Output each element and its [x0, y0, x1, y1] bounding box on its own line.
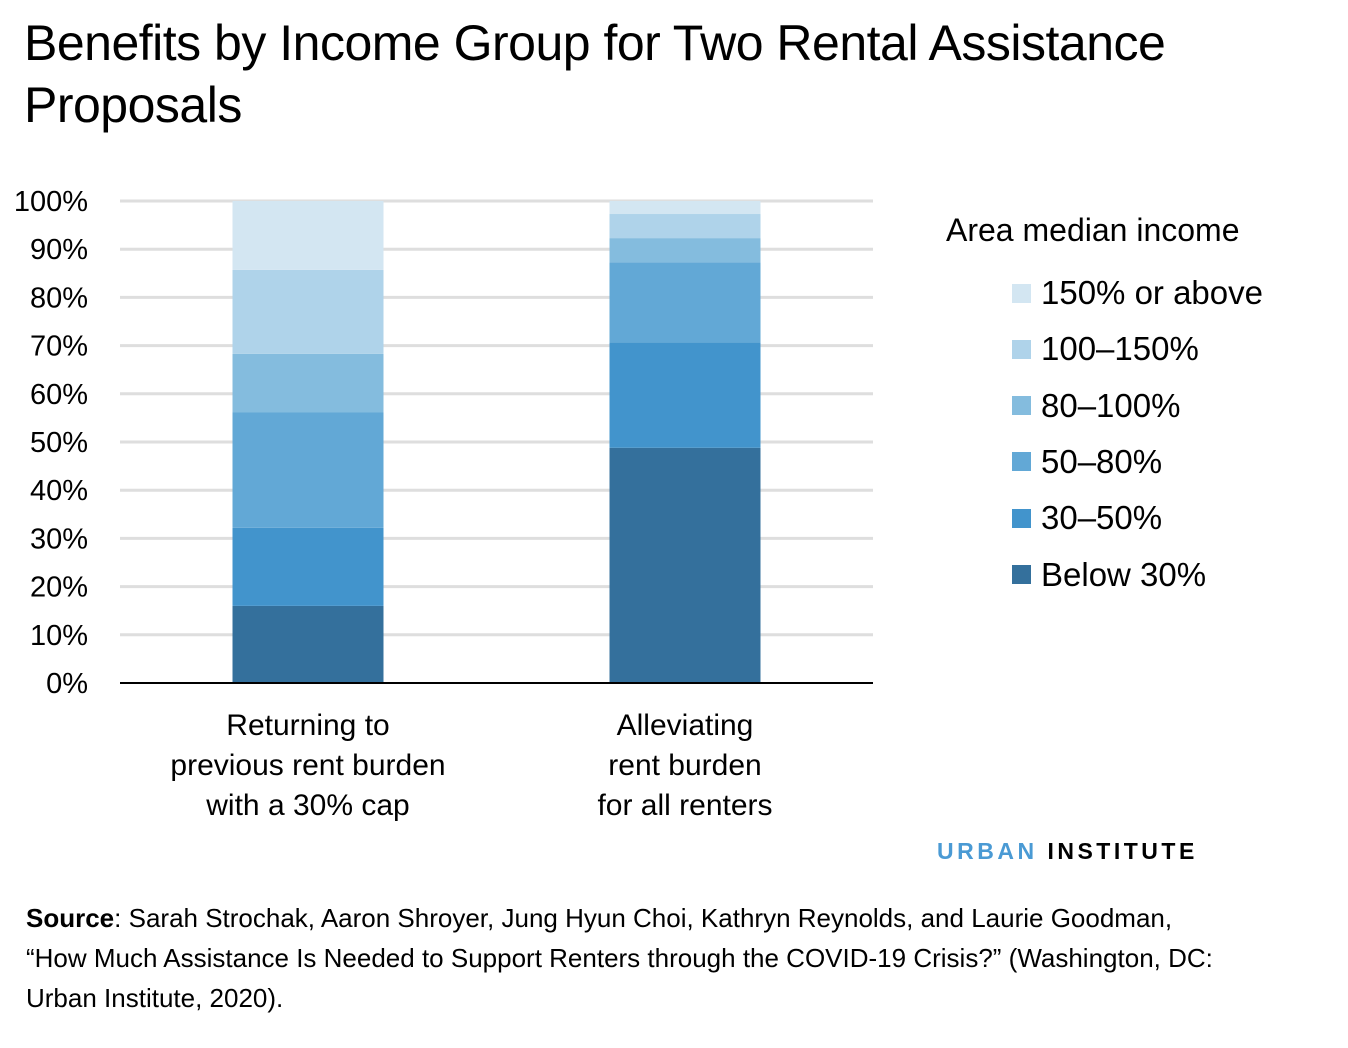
y-tick-label: 50% [30, 427, 88, 459]
legend-label: 30–50% [1041, 499, 1163, 537]
bar-segment [232, 605, 384, 683]
bar-segment [232, 353, 384, 413]
legend-item: 30–50% [1012, 499, 1162, 537]
bar-segment [609, 262, 761, 343]
y-tick-label: 90% [30, 234, 88, 266]
legend-swatch [1012, 565, 1031, 584]
legend-swatch [1012, 339, 1031, 359]
legend-swatch [1012, 283, 1031, 303]
legend-item: 50–80% [1012, 443, 1162, 481]
legend-swatch [1012, 452, 1031, 472]
y-tick-label: 0% [46, 668, 88, 700]
bar-segment [232, 527, 384, 606]
legend-item: 80–100% [1012, 387, 1180, 425]
legend-item: Below 30% [1012, 556, 1206, 594]
x-category-label: Returning to [226, 709, 389, 742]
legend-label: 50–80% [1041, 442, 1163, 480]
y-tick-label: 80% [30, 282, 88, 314]
bar-segment [609, 201, 761, 215]
legend-label: 150% or above [1041, 274, 1263, 311]
y-tick-label: 10% [30, 620, 88, 652]
y-tick-label: 30% [30, 523, 88, 555]
legend-swatch [1012, 508, 1031, 528]
bar-segment [232, 269, 384, 354]
legend-label: 100–150% [1041, 330, 1199, 368]
urban-institute-logo: URBAN INSTITUTE [937, 838, 1198, 865]
logo-part-urban: URBAN [937, 838, 1038, 864]
y-tick-label: 40% [30, 475, 88, 507]
y-tick-label: 60% [30, 379, 88, 411]
x-category-label: rent burden [608, 749, 761, 782]
source-note: Source: Sarah Strochak, Aaron Shroyer, J… [26, 898, 1226, 1018]
x-category-label: previous rent burden [170, 749, 445, 782]
y-tick-label: 20% [30, 572, 88, 604]
legend-label: 80–100% [1041, 386, 1181, 424]
bar-segment [609, 238, 761, 263]
source-label: Source [26, 903, 115, 933]
x-category-label: with a 30% cap [205, 789, 409, 822]
legend-item: 100–150% [1012, 330, 1199, 368]
bar-segment [609, 447, 761, 683]
bar-segment [232, 201, 384, 270]
chart-title: Benefits by Income Group for Two Rental … [24, 15, 1166, 133]
bar-segment [609, 214, 761, 239]
source-text: : Sarah Strochak, Aaron Shroyer, Jung Hy… [26, 903, 1213, 1013]
logo-part-institute: INSTITUTE [1047, 838, 1198, 864]
x-category-label: for all renters [597, 789, 772, 822]
legend-title: Area median income [946, 212, 1240, 248]
bar-segment [609, 342, 761, 448]
y-tick-label: 100% [14, 186, 88, 218]
y-tick-label: 70% [30, 331, 88, 363]
bar-segment [232, 412, 384, 528]
legend-item: 150% or above [1012, 274, 1263, 312]
legend-swatch [1012, 396, 1031, 416]
legend-label: Below 30% [1041, 555, 1207, 593]
x-category-label: Alleviating [617, 709, 754, 742]
